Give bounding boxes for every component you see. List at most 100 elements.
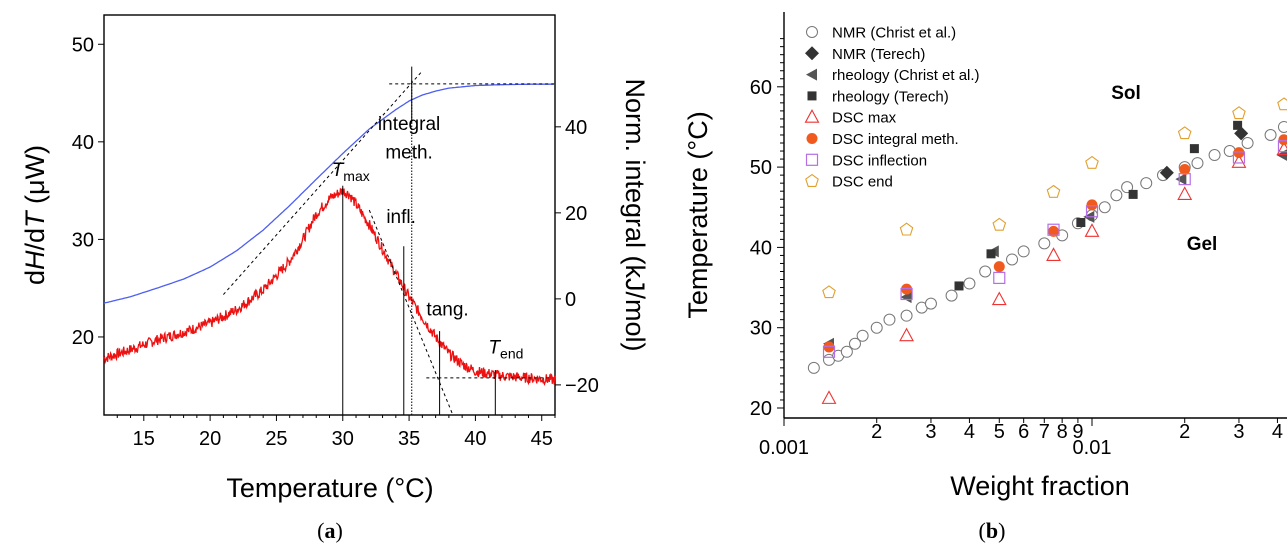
integral-meth-label: integral [378, 114, 440, 135]
tmax-label: Tmax [332, 160, 370, 184]
tend-label: Tend [488, 338, 523, 362]
panel-a-yright-tick-label: 40 [565, 117, 587, 139]
panel-b-x-minor-tick-label: 3 [925, 421, 936, 443]
inflection-tangent-line [368, 209, 454, 416]
panel-b-y-tick-label: 20 [750, 398, 772, 420]
data-point-pentagon-open [1046, 184, 1061, 198]
panel-a-x-tick-label: 25 [265, 428, 287, 450]
panel-b-x-tick-label: 0.001 [759, 437, 809, 459]
data-point-square-filled [954, 281, 964, 291]
data-point-triangle-up-open [821, 390, 837, 404]
data-point-triangle-up-open [991, 291, 1007, 306]
legend-label: DSC end [832, 174, 893, 191]
data-point-square-filled [986, 249, 996, 259]
panel-a-ylabel-left: dH/dT (μW) [20, 145, 50, 285]
panel-b-x-minor-tick-label: 9 [1072, 421, 1083, 443]
panel-a-x-tick-label: 35 [398, 428, 420, 450]
data-point-square-open [1085, 205, 1099, 218]
data-point-square-filled [1189, 144, 1199, 154]
data-point-circle-open [1277, 120, 1287, 133]
data-point-triangle-up-open [899, 327, 914, 342]
data-point-circle-open [1241, 137, 1254, 150]
panel-a-yleft-tick-label: 30 [72, 229, 94, 251]
panel-a-caption: (a) [317, 518, 343, 543]
data-point-triangle-up-open [1084, 223, 1100, 237]
legend-marker-triangle-left-filled [806, 68, 817, 81]
tend-label-symbol: T [488, 338, 501, 359]
data-point-circle-open [883, 313, 896, 326]
panel-b-x-minor-tick-label: 2 [871, 421, 882, 443]
data-point-circle-open [963, 277, 976, 290]
panel-a-frame [103, 14, 556, 416]
gel-region-label: Gel [1187, 234, 1218, 255]
data-point-diamond-filled [1159, 165, 1174, 180]
data-point-square-filled [1233, 120, 1243, 130]
panel-b-x-minor-tick-label: 3 [1233, 421, 1244, 443]
data-point-square-open [993, 271, 1006, 285]
panel-b-y-tick-label: 40 [750, 237, 772, 259]
data-point-square-open [1178, 173, 1191, 186]
panel-b-x-minor-tick-label: 2 [1179, 421, 1190, 443]
data-point-square-open [1232, 151, 1246, 164]
panel-a-yleft-tick-label: 20 [72, 327, 94, 349]
sol-region-label: Sol [1111, 83, 1141, 104]
data-point-triangle-up-open [1046, 247, 1061, 261]
data-point-square-filled [1076, 218, 1086, 228]
data-point-circle-filled [1048, 225, 1060, 237]
panel-a-yright-tick-label: 20 [565, 203, 587, 225]
data-point-square-open [822, 345, 836, 358]
panel-a: 15 20 25 30 35 40 45 20 30 40 50 −20 0 20 40 Temperatu… [20, 14, 650, 543]
panel-b-caption: (b) [979, 518, 1006, 543]
panel-a-yleft-tick-label: 50 [72, 34, 94, 56]
data-point-circle-filled [1179, 164, 1191, 176]
data-point-square-open [1277, 140, 1287, 153]
panel-b-x-minor-tick-label: 4 [964, 421, 975, 443]
data-point-triangle-up-open [1177, 186, 1193, 200]
legend-label: rheology (Christ et al.) [832, 67, 980, 84]
dHdT-series-line [103, 187, 556, 387]
tangent-label: tang. [426, 299, 468, 320]
tend-label-subscript: end [500, 346, 523, 362]
panel-a-yright-tick-label: −20 [565, 375, 599, 397]
legend-label: rheology (Terech) [832, 88, 949, 105]
panel-a-x-tick-label: 20 [199, 428, 221, 450]
data-point-circle-open [870, 321, 883, 334]
data-point-circle-filled [1278, 134, 1287, 146]
panel-b-y-tick-label: 60 [750, 77, 772, 99]
data-point-circle-open [1264, 128, 1277, 141]
data-point-pentagon-open [1232, 106, 1246, 120]
panel-a-xlabel: Temperature (°C) [226, 473, 433, 503]
integral-tangent-line [223, 70, 423, 295]
panel-a-construction-lines [223, 66, 555, 416]
data-point-circle-open [1208, 149, 1221, 162]
panel-b-xlabel: Weight fraction [950, 471, 1130, 501]
panel-a-yleft-tick-label: 40 [72, 132, 94, 154]
panel-a-x-tick-label: 30 [332, 428, 354, 450]
panel-a-x-tick-label: 15 [133, 428, 155, 450]
data-point-circle-open [856, 329, 869, 342]
data-point-square-open [900, 287, 913, 301]
data-point-pentagon-open [822, 285, 836, 299]
data-point-circle-open [1191, 157, 1204, 170]
panel-a-x-tick-label: 40 [464, 428, 486, 450]
data-point-circle-filled [993, 261, 1005, 273]
data-point-circle-open [807, 361, 820, 374]
integral-meth-label-line2: meth. [385, 142, 433, 163]
data-point-circle-filled [1233, 147, 1245, 159]
panel-b-ylabel: Temperature (°C) [683, 111, 713, 318]
data-point-circle-open [1140, 177, 1153, 190]
legend-marker-square-open [805, 153, 819, 166]
data-point-circle-filled [823, 341, 835, 353]
data-point-triangle-up-open [1231, 154, 1247, 168]
panel-a-yright-tick-label: 0 [565, 289, 576, 311]
panel-b-legend: NMR (Christ et al.) NMR (Terech) rheology … [804, 25, 980, 191]
data-point-circle-open [1006, 253, 1019, 266]
legend-marker-diamond-filled [805, 46, 819, 61]
panel-b-x-minor-tick-label: 5 [994, 421, 1005, 443]
panel-a-x-tick-label: 45 [531, 428, 553, 450]
legend-label: DSC inflection [832, 152, 927, 169]
legend-marker-square-filled [807, 91, 817, 101]
data-point-pentagon-open [1177, 126, 1192, 140]
